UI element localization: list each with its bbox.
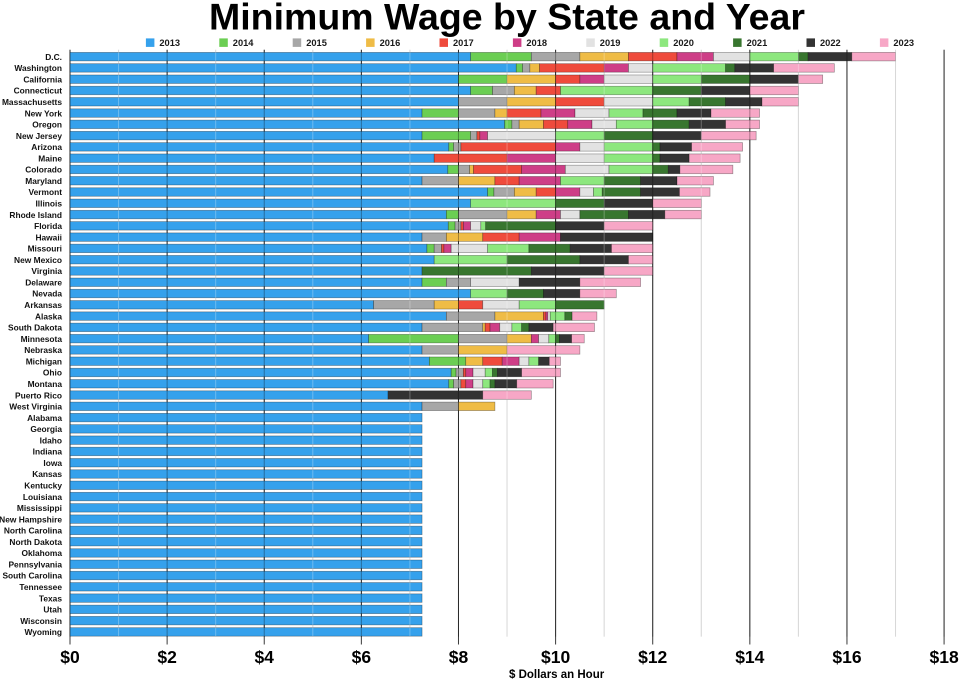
svg-text:Kansas: Kansas (32, 469, 62, 479)
svg-text:$8: $8 (449, 647, 469, 667)
svg-text:2023: 2023 (893, 38, 914, 48)
svg-text:Georgia: Georgia (30, 424, 62, 434)
svg-text:$12: $12 (638, 647, 667, 667)
svg-text:$4: $4 (254, 647, 274, 667)
svg-text:North Carolina: North Carolina (4, 526, 63, 536)
svg-text:2020: 2020 (673, 38, 694, 48)
svg-text:Colorado: Colorado (25, 165, 62, 175)
svg-text:Louisiana: Louisiana (23, 492, 62, 502)
svg-text:Indiana: Indiana (33, 447, 63, 457)
svg-text:2018: 2018 (526, 38, 547, 48)
svg-text:California: California (23, 74, 62, 84)
svg-text:Kentucky: Kentucky (24, 480, 62, 490)
svg-text:Vermont: Vermont (28, 187, 62, 197)
svg-text:Minimum Wage by State and Year: Minimum Wage by State and Year (209, 0, 805, 38)
svg-text:Nebraska: Nebraska (24, 345, 62, 355)
svg-text:Mississippi: Mississippi (17, 503, 62, 513)
svg-text:$16: $16 (832, 647, 861, 667)
svg-text:Minnesota: Minnesota (21, 334, 63, 344)
svg-text:Texas: Texas (39, 593, 62, 603)
svg-text:Wisconsin: Wisconsin (20, 616, 62, 626)
svg-text:South Carolina: South Carolina (2, 571, 62, 581)
svg-text:D.C.: D.C. (45, 52, 62, 62)
svg-text:Missouri: Missouri (28, 244, 62, 254)
svg-text:2017: 2017 (453, 38, 474, 48)
svg-text:Hawaii: Hawaii (35, 232, 62, 242)
svg-text:$10: $10 (541, 647, 570, 667)
svg-text:2019: 2019 (600, 38, 621, 48)
svg-text:Washington: Washington (14, 63, 62, 73)
svg-text:West Virginia: West Virginia (9, 402, 62, 412)
svg-text:Illinois: Illinois (35, 198, 62, 208)
svg-text:Rhode Island: Rhode Island (9, 210, 62, 220)
svg-text:Florida: Florida (34, 221, 62, 231)
svg-text:2013: 2013 (159, 38, 180, 48)
svg-text:Idaho: Idaho (40, 435, 62, 445)
svg-text:North Dakota: North Dakota (9, 537, 62, 547)
svg-text:2021: 2021 (747, 38, 768, 48)
svg-text:Alabama: Alabama (27, 413, 62, 423)
svg-text:$6: $6 (352, 647, 372, 667)
svg-text:$18: $18 (929, 647, 958, 667)
svg-text:Oklahoma: Oklahoma (22, 548, 63, 558)
svg-text:Massachusetts: Massachusetts (2, 97, 62, 107)
svg-text:Arizona: Arizona (31, 142, 62, 152)
svg-text:New Jersey: New Jersey (16, 131, 62, 141)
svg-text:Arkansas: Arkansas (24, 300, 62, 310)
svg-text:Delaware: Delaware (25, 277, 62, 287)
svg-text:2014: 2014 (233, 38, 255, 48)
svg-text:South Dakota: South Dakota (8, 323, 62, 333)
svg-text:Wyoming: Wyoming (24, 627, 62, 637)
svg-text:Virginia: Virginia (31, 266, 62, 276)
svg-text:New Mexico: New Mexico (14, 255, 62, 265)
svg-text:Maryland: Maryland (25, 176, 62, 186)
svg-text:2015: 2015 (306, 38, 327, 48)
svg-text:Montana: Montana (28, 379, 63, 389)
svg-text:2016: 2016 (380, 38, 401, 48)
svg-text:Ohio: Ohio (43, 368, 62, 378)
svg-text:Nevada: Nevada (32, 289, 62, 299)
svg-text:Michigan: Michigan (26, 356, 62, 366)
svg-text:Alaska: Alaska (35, 311, 62, 321)
svg-text:New Hampshire: New Hampshire (0, 514, 62, 524)
svg-text:Oregon: Oregon (32, 120, 62, 130)
svg-text:Puerto Rico: Puerto Rico (15, 390, 62, 400)
svg-text:Connecticut: Connecticut (14, 86, 63, 96)
svg-text:Iowa: Iowa (43, 458, 62, 468)
svg-text:Tennessee: Tennessee (19, 582, 62, 592)
svg-text:2022: 2022 (820, 38, 841, 48)
svg-text:$0: $0 (60, 647, 80, 667)
svg-text:New York: New York (25, 108, 63, 118)
svg-text:Utah: Utah (43, 605, 62, 615)
svg-text:Pennsylvania: Pennsylvania (8, 559, 62, 569)
svg-text:$2: $2 (157, 647, 177, 667)
svg-text:$14: $14 (735, 647, 764, 667)
svg-text:$ Dollars an Hour: $ Dollars an Hour (509, 669, 605, 681)
svg-text:Maine: Maine (38, 153, 62, 163)
